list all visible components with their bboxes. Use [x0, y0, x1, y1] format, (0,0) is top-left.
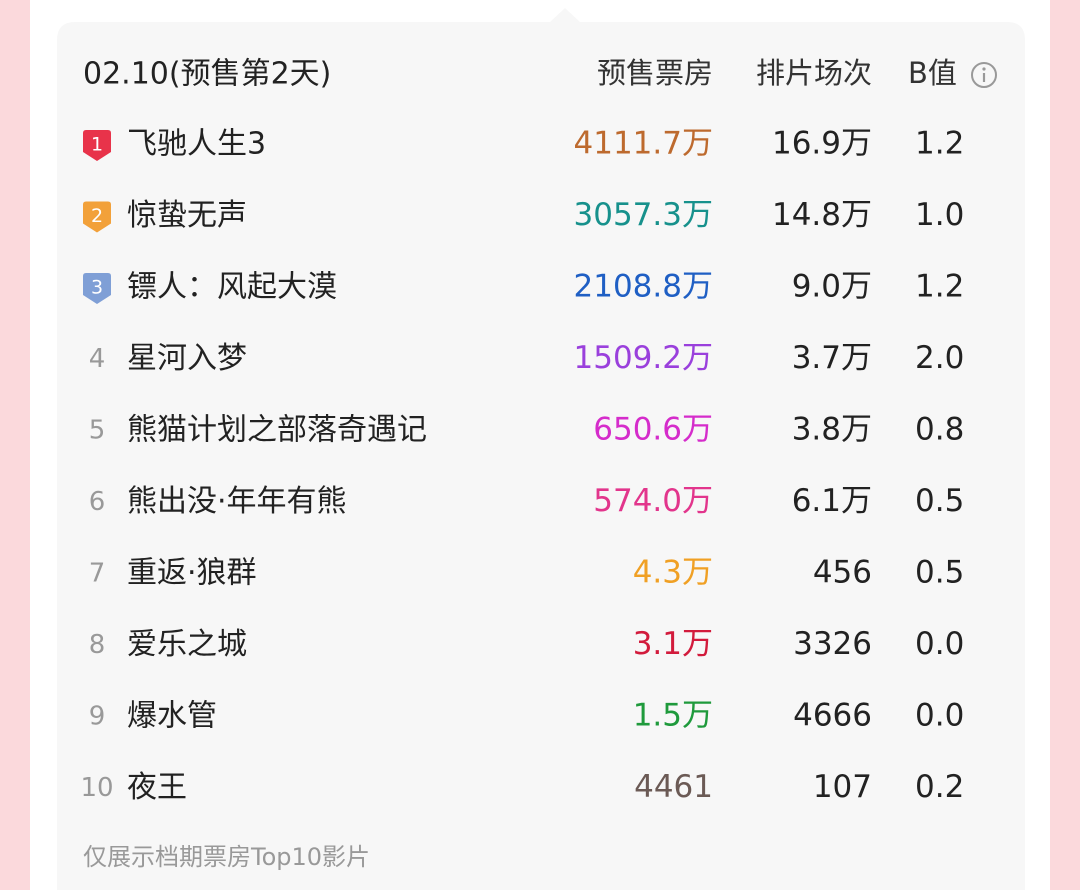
side-strip [1050, 0, 1080, 890]
sessions: 16.9万 [772, 126, 872, 162]
presale: 4.3万 [633, 555, 713, 591]
sessions: 4666 [793, 698, 872, 734]
b-value: 1.2 [915, 126, 964, 162]
column-header: 排片场次 [756, 56, 872, 90]
presale: 1.5万 [633, 698, 713, 734]
presale: 650.6万 [593, 412, 713, 448]
presale: 4111.7万 [574, 126, 713, 162]
rank: 7 [89, 559, 106, 589]
b-value: 0.0 [915, 626, 964, 662]
presale: 4461 [634, 769, 713, 805]
movie-title: 爆水管 [127, 699, 217, 734]
date-title: 02.10(预售第2天) [83, 57, 331, 92]
rank: 8 [89, 630, 106, 660]
movie-title: 熊出没·年年有熊 [127, 484, 347, 519]
b-value: 0.5 [915, 555, 964, 591]
presale: 3057.3万 [574, 197, 713, 233]
sessions: 14.8万 [772, 197, 872, 233]
column-header: 预售票房 [597, 56, 713, 90]
rank: 1 [91, 134, 103, 156]
rank-badge [83, 201, 111, 233]
sessions: 6.1万 [792, 483, 872, 519]
movie-title: 夜王 [127, 770, 187, 805]
sessions: 3326 [793, 626, 872, 662]
presale: 1509.2万 [574, 340, 713, 376]
sessions: 3.7万 [792, 340, 872, 376]
b-value: 1.0 [915, 197, 964, 233]
sessions: 3.8万 [792, 412, 872, 448]
info-icon[interactable] [971, 62, 997, 88]
b-value: 0.8 [915, 412, 964, 448]
sessions: 9.0万 [792, 269, 872, 305]
b-value: 0.0 [915, 698, 964, 734]
presale: 2108.8万 [574, 269, 713, 305]
sessions: 456 [813, 555, 872, 591]
b-value: 2.0 [915, 340, 964, 376]
movie-title: 镖人：风起大漠 [127, 270, 337, 305]
rank-badge [83, 273, 111, 304]
movie-title: 星河入梦 [127, 341, 247, 376]
movie-title: 重返·狼群 [127, 556, 257, 591]
rank: 6 [89, 487, 106, 517]
b-value: 1.2 [915, 269, 964, 305]
movie-title: 飞驰人生3 [127, 127, 266, 162]
rank: 3 [91, 277, 103, 299]
card [57, 8, 1025, 890]
side-strip [0, 0, 30, 890]
b-value: 0.5 [915, 483, 964, 519]
rank-badge [83, 130, 111, 161]
rank: 4 [89, 344, 106, 374]
rank: 10 [80, 773, 113, 803]
rank: 5 [89, 416, 106, 446]
presale: 574.0万 [593, 483, 713, 519]
footer-note: 仅展示档期票房Top10影片 [83, 843, 370, 871]
column-header: B值 [908, 56, 957, 90]
sessions: 107 [813, 769, 872, 805]
rank: 9 [89, 702, 106, 732]
movie-title: 惊蛰无声 [127, 198, 247, 233]
presale: 3.1万 [633, 626, 713, 662]
movie-title: 爱乐之城 [127, 627, 247, 662]
rank: 2 [91, 205, 103, 227]
b-value: 0.2 [915, 769, 964, 805]
movie-title: 熊猫计划之部落奇遇记 [127, 413, 427, 448]
